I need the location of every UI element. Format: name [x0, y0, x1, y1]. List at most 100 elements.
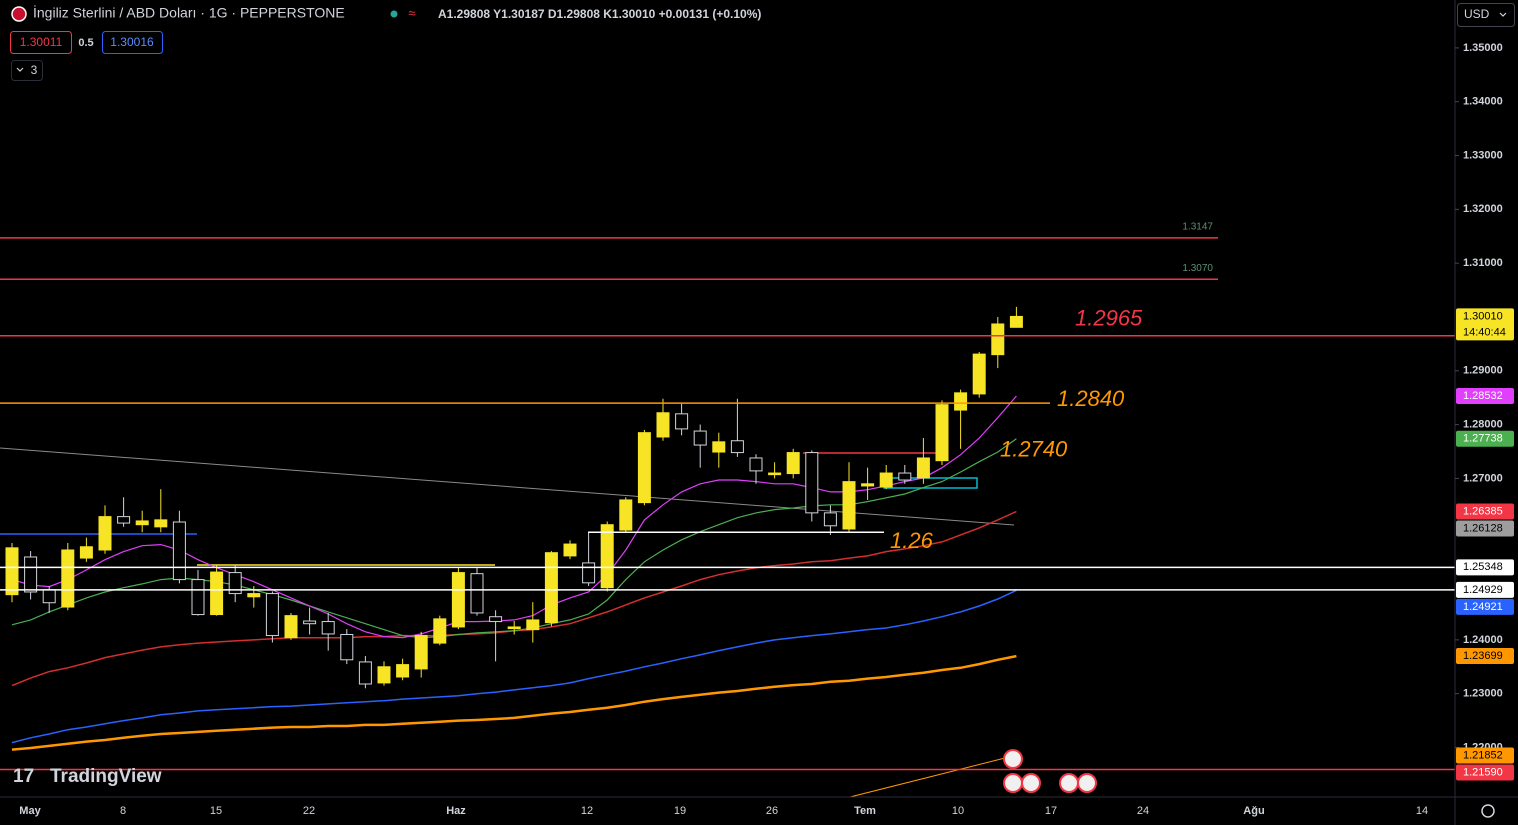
candle-body: [303, 620, 317, 625]
level-label: 1.3070: [1182, 263, 1213, 274]
x-tick-label: Haz: [446, 805, 466, 817]
settings-icon[interactable]: [1481, 804, 1495, 818]
price-badge-label: 1.21590: [1463, 766, 1503, 778]
event-icon[interactable]: [1003, 749, 1023, 769]
y-tick-label: 1.24000: [1463, 634, 1503, 646]
event-icon[interactable]: [1077, 773, 1097, 793]
candle-body: [582, 562, 596, 584]
price-badge-label: 1.24929: [1463, 584, 1503, 596]
candle-body: [749, 457, 763, 472]
logo-mark: 17: [13, 766, 34, 787]
x-tick-label: 14: [1416, 805, 1428, 817]
market-status: [390, 10, 398, 18]
candle-body: [377, 666, 391, 684]
candle-body: [916, 457, 930, 479]
buy-button[interactable]: [102, 31, 163, 54]
price-badge: [1456, 503, 1514, 520]
annotation-label: 1.2840: [1057, 386, 1125, 411]
event-icon[interactable]: [1059, 773, 1079, 793]
level-label: 1.3147: [1182, 222, 1213, 233]
candle-body: [172, 521, 186, 581]
price-badge: [1456, 430, 1514, 447]
x-tick-label: May: [19, 805, 41, 817]
x-tick-label: 19: [674, 805, 686, 817]
price-axis: [1455, 0, 1518, 825]
candle-body: [265, 593, 279, 637]
price-badge-label: 1.21852: [1463, 749, 1503, 761]
event-icon[interactable]: [1003, 773, 1023, 793]
price-badge: [1456, 308, 1514, 341]
x-tick-label: 26: [766, 805, 778, 817]
axis-labels: 1.35000 1.34000 1.33000 1.32000 1.31000 1.290…: [19, 42, 1514, 817]
candle-body: [61, 549, 75, 608]
y-tick-label: 1.29000: [1463, 365, 1503, 377]
candle-body: [842, 481, 856, 530]
y-tick-label: 1.31000: [1463, 257, 1503, 269]
x-tick-label: 24: [1137, 805, 1149, 817]
symbol-title[interactable]: İngiliz Sterlini / ABD Doları · 1G · PEP…: [33, 4, 345, 21]
y-tick-label: 1.28000: [1463, 419, 1503, 431]
annotation-label: 1.2740: [1000, 437, 1068, 462]
price-badge: [1456, 581, 1514, 598]
time-axis: [0, 797, 1518, 825]
sell-button[interactable]: [10, 31, 72, 54]
indicators-toggle[interactable]: [11, 60, 43, 81]
candles: [5, 306, 1023, 689]
candle-body: [544, 552, 558, 624]
ohlc-values: A1.29808 Y1.30187 D1.29808 K1.30010 +0.0…: [438, 7, 761, 21]
y-tick-label: 1.34000: [1463, 96, 1503, 108]
candle-body: [805, 452, 819, 514]
sell-price[interactable]: 1.30011: [20, 35, 63, 49]
candle-body: [414, 635, 428, 670]
moving-average: [11, 589, 1017, 744]
candle-body: [879, 472, 893, 488]
chevron: [1499, 12, 1507, 17]
candle-body: [42, 589, 56, 604]
data-status: ≈: [408, 5, 415, 20]
price-badge-label: 1.26385: [1463, 505, 1503, 517]
indicators-count[interactable]: 3: [31, 63, 38, 77]
annotation-label: 1.2965: [1075, 306, 1143, 331]
candle-body: [954, 392, 968, 411]
candle-body: [619, 499, 633, 531]
currency[interactable]: USD: [1464, 7, 1490, 21]
moving-average: [11, 654, 1017, 751]
price-badge: [1456, 387, 1514, 404]
candle-body: [600, 524, 614, 589]
event-icons: [1003, 749, 1097, 793]
y-tick-label: 1.32000: [1463, 203, 1503, 215]
x-tick-label: 22: [303, 805, 315, 817]
candle-body: [712, 441, 726, 453]
price-badge: [1456, 747, 1514, 764]
event-icon[interactable]: [1021, 773, 1041, 793]
candle-body: [507, 626, 521, 630]
candle-body: [321, 621, 335, 635]
candle-body: [1009, 315, 1023, 328]
projection-line: [849, 757, 1006, 798]
price-badge-label: 1.30010: [1463, 310, 1503, 322]
candle-body: [563, 543, 577, 557]
candle-body: [823, 512, 837, 527]
buy-price[interactable]: 1.30016: [110, 35, 154, 49]
price-badge: [1456, 648, 1514, 665]
x-tick-label: Ağu: [1243, 805, 1264, 817]
candle-body: [637, 432, 651, 504]
candle-body: [898, 472, 912, 481]
y-tick-label: 1.23000: [1463, 688, 1503, 700]
candle-body: [247, 593, 261, 598]
candle-body: [526, 619, 540, 631]
price-badge-label: 1.23699: [1463, 650, 1503, 662]
candle-body: [656, 412, 670, 438]
candle-body: [210, 571, 224, 616]
candle-body: [154, 519, 168, 528]
annotations: 1.3147 1.3070 1.2965 1.2840 1.2740 1.26: [0, 222, 1455, 771]
candle-body: [935, 404, 949, 462]
candle-body: [768, 472, 782, 476]
price-badge-label: 1.28532: [1463, 390, 1503, 402]
candle-body: [693, 430, 707, 446]
price-badge: [1456, 598, 1514, 615]
currency-button[interactable]: [1457, 3, 1515, 27]
candle-body: [396, 664, 410, 678]
logo[interactable]: TradingView: [50, 766, 162, 787]
